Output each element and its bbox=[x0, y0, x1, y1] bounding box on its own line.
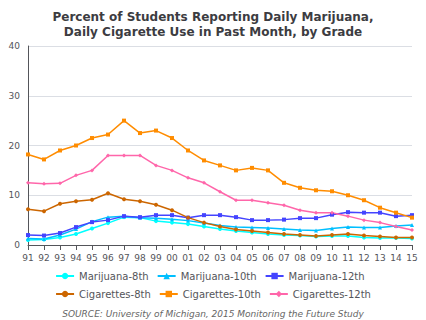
svg-text:Marijuana-12th: Marijuana-12th bbox=[289, 271, 365, 282]
svg-text:02: 02 bbox=[198, 253, 209, 263]
svg-text:00: 00 bbox=[166, 253, 178, 263]
svg-text:91: 91 bbox=[22, 253, 33, 263]
svg-text:96: 96 bbox=[102, 253, 114, 263]
svg-text:0: 0 bbox=[14, 240, 20, 250]
svg-text:12: 12 bbox=[358, 253, 369, 263]
svg-text:15: 15 bbox=[406, 253, 417, 263]
svg-text:01: 01 bbox=[182, 253, 193, 263]
svg-text:13: 13 bbox=[374, 253, 385, 263]
svg-text:04: 04 bbox=[230, 253, 242, 263]
svg-text:94: 94 bbox=[70, 253, 82, 263]
svg-text:92: 92 bbox=[38, 253, 49, 263]
svg-text:95: 95 bbox=[86, 253, 97, 263]
svg-text:Cigarettes-10th: Cigarettes-10th bbox=[183, 289, 261, 300]
svg-text:03: 03 bbox=[214, 253, 225, 263]
svg-text:99: 99 bbox=[150, 253, 162, 263]
svg-text:11: 11 bbox=[342, 253, 353, 263]
svg-text:98: 98 bbox=[134, 253, 146, 263]
svg-text:Cigarettes-8th: Cigarettes-8th bbox=[79, 289, 151, 300]
svg-text:Marijuana-10th: Marijuana-10th bbox=[181, 271, 257, 282]
svg-text:08: 08 bbox=[294, 253, 306, 263]
svg-text:93: 93 bbox=[54, 253, 65, 263]
svg-text:09: 09 bbox=[310, 253, 322, 263]
svg-text:Marijuana-8th: Marijuana-8th bbox=[79, 271, 149, 282]
svg-text:40: 40 bbox=[9, 41, 21, 51]
svg-text:14: 14 bbox=[390, 253, 402, 263]
svg-text:Cigarettes-12th: Cigarettes-12th bbox=[293, 289, 371, 300]
svg-text:05: 05 bbox=[246, 253, 257, 263]
svg-text:SOURCE: University of Michigan: SOURCE: University of Michigan, 2015 Mon… bbox=[62, 309, 364, 319]
svg-text:20: 20 bbox=[9, 141, 21, 151]
svg-text:07: 07 bbox=[278, 253, 289, 263]
svg-text:97: 97 bbox=[118, 253, 129, 263]
svg-text:30: 30 bbox=[9, 91, 21, 101]
svg-text:Percent of Students Reporting: Percent of Students Reporting Daily Mari… bbox=[52, 10, 373, 24]
svg-text:10: 10 bbox=[9, 190, 21, 200]
svg-text:10: 10 bbox=[326, 253, 338, 263]
svg-text:Daily Cigarette Use in Past Mo: Daily Cigarette Use in Past Month, by Gr… bbox=[64, 25, 362, 39]
svg-text:06: 06 bbox=[262, 253, 274, 263]
